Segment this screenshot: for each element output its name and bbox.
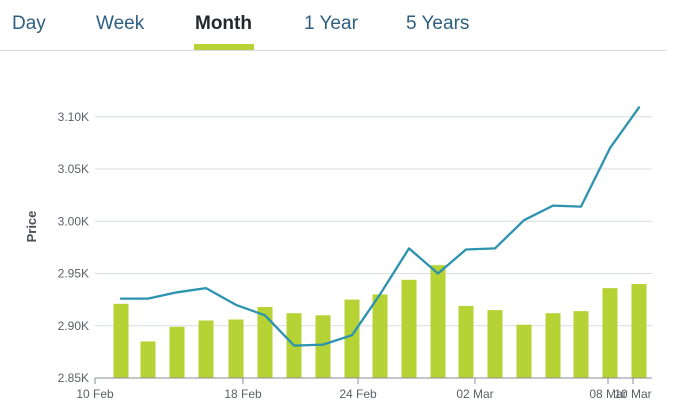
- bar: [344, 299, 360, 378]
- tab-week[interactable]: Week: [96, 13, 145, 34]
- bar: [140, 341, 156, 378]
- line-point: [408, 247, 410, 250]
- x-tick-label: 18 Feb: [224, 387, 262, 401]
- line-point: [638, 106, 640, 109]
- line-point: [552, 204, 554, 207]
- line-point: [580, 205, 582, 208]
- line-point: [205, 287, 207, 289]
- line-point: [120, 297, 122, 300]
- line-point: [264, 314, 266, 317]
- line-point: [235, 304, 237, 306]
- line-point: [351, 334, 353, 336]
- y-tick-label: 3.05K: [58, 162, 89, 176]
- y-tick-label: 3.10K: [58, 110, 89, 124]
- line-point: [147, 297, 149, 300]
- bar: [545, 313, 561, 378]
- line-point: [293, 344, 295, 347]
- line-point: [437, 272, 439, 275]
- bar: [516, 324, 532, 378]
- bar: [257, 306, 273, 378]
- bar: [372, 294, 388, 378]
- bar: [113, 303, 129, 378]
- axes: 2.85K 2.90K 2.95K 3.00K 3.05K 3.10K Price 10 Fe…: [24, 110, 652, 401]
- tab-5-years[interactable]: 5 Years: [406, 13, 470, 34]
- bar: [315, 315, 331, 378]
- price-chart: 2.85K 2.90K 2.95K 3.00K 3.05K 3.10K Price 10 Fe…: [24, 106, 652, 401]
- tab-day[interactable]: Day: [12, 13, 46, 34]
- period-tabs: Day Week Month 1 Year 5 Years: [0, 0, 666, 51]
- y-tick-label: 3.00K: [58, 214, 89, 228]
- x-tick-label: 10 Mar: [614, 387, 651, 401]
- bar: [487, 310, 503, 378]
- bar-series: [113, 265, 647, 378]
- x-tick-label: 24 Feb: [339, 387, 377, 401]
- bar: [631, 283, 647, 378]
- line-point: [494, 247, 496, 250]
- line-point: [465, 248, 467, 251]
- x-tick-label: 02 Mar: [456, 387, 493, 401]
- y-tick-label: 2.85K: [58, 371, 89, 385]
- line-point: [609, 147, 611, 149]
- bar: [458, 305, 474, 378]
- x-tick-label: 08 Mar: [589, 387, 626, 401]
- x-tick-label: 10 Feb: [76, 387, 114, 401]
- bar: [602, 288, 618, 378]
- bar: [228, 319, 244, 378]
- tab-month[interactable]: Month: [195, 13, 252, 34]
- y-tick-label: 2.95K: [58, 267, 89, 281]
- line-point: [322, 343, 324, 346]
- line-point: [379, 293, 381, 296]
- bar: [169, 326, 185, 378]
- bar: [198, 320, 214, 378]
- y-tick-label: 2.90K: [58, 319, 89, 333]
- line-series: [119, 106, 641, 347]
- line-point: [523, 219, 525, 222]
- bar: [430, 265, 446, 378]
- bar: [401, 279, 417, 378]
- tab-1-year[interactable]: 1 Year: [304, 13, 358, 34]
- bar: [573, 311, 589, 378]
- active-tab-indicator: [194, 44, 254, 50]
- line-point: [176, 291, 178, 294]
- y-axis-label: Price: [24, 211, 39, 243]
